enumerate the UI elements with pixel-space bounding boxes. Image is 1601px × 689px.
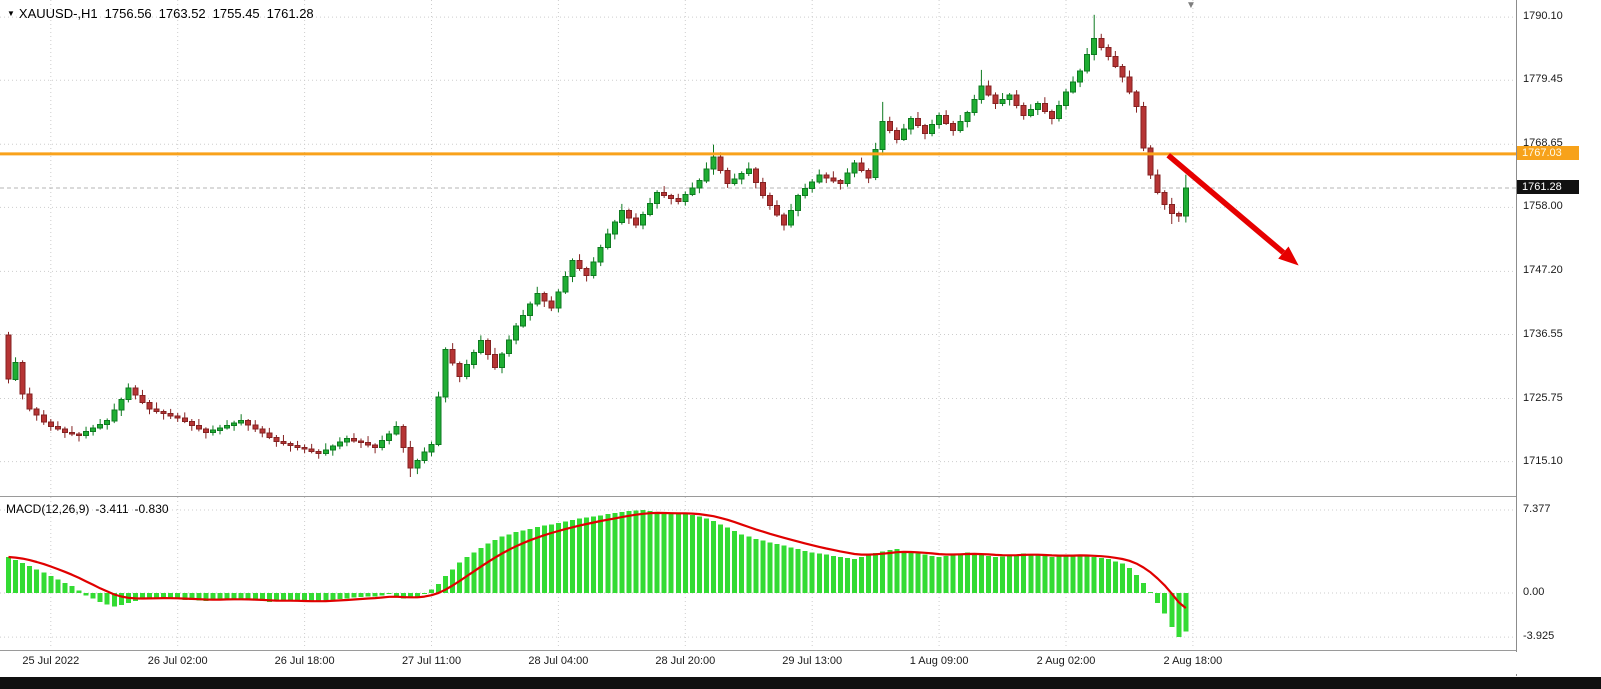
time-tick-label: 2 Aug 02:00 bbox=[1036, 655, 1096, 667]
price-tick-label: 1725.75 bbox=[1523, 391, 1563, 404]
price-tick-label: 1758.00 bbox=[1523, 200, 1563, 213]
macd-name-label: MACD(12,26,9) bbox=[6, 502, 90, 516]
price-tick-label: 1790.10 bbox=[1523, 10, 1563, 23]
open-value: 1756.56 bbox=[104, 6, 152, 21]
time-tick-label: 25 Jul 2022 bbox=[22, 655, 80, 667]
price-tick-label: 1736.55 bbox=[1523, 327, 1563, 340]
time-axis-divider bbox=[0, 650, 1601, 651]
panel-divider[interactable] bbox=[0, 496, 1601, 497]
macd-indicator-chart[interactable] bbox=[0, 497, 1516, 649]
macd-value: -3.411 bbox=[95, 502, 129, 516]
symbol-period-label: XAUUSD-,H1 bbox=[18, 6, 98, 21]
time-tick-label: 26 Jul 02:00 bbox=[147, 655, 208, 667]
time-tick-label: 1 Aug 09:00 bbox=[909, 655, 969, 667]
chart-shift-marker-icon[interactable]: ▼ bbox=[1186, 0, 1196, 11]
time-tick-label: 27 Jul 11:00 bbox=[401, 655, 462, 667]
ohlc-info-bar: ▼ XAUUSD-,H1 1756.56 1763.52 1755.45 1761.28 bbox=[7, 6, 321, 21]
price-tick-label: 1715.10 bbox=[1523, 454, 1563, 467]
macd-tick-label: 0.00 bbox=[1523, 585, 1545, 598]
low-value: 1755.45 bbox=[212, 6, 260, 21]
time-axis[interactable]: 25 Jul 2022 26 Jul 02:00 26 Jul 18:00 27 Ju… bbox=[0, 652, 1601, 674]
price-tick-label: 1747.20 bbox=[1523, 264, 1563, 277]
candlestick-chart[interactable] bbox=[0, 0, 1516, 496]
price-tick-label: 1768.65 bbox=[1523, 137, 1563, 150]
macd-signal-value: -0.830 bbox=[134, 502, 169, 516]
time-tick-label: 28 Jul 20:00 bbox=[655, 655, 716, 667]
time-tick-label: 28 Jul 04:00 bbox=[528, 655, 589, 667]
time-tick-label: 2 Aug 18:00 bbox=[1163, 655, 1223, 667]
macd-info-label: MACD(12,26,9) -3.411 -0.830 bbox=[6, 502, 175, 516]
close-value: 1761.28 bbox=[266, 6, 314, 21]
price-axis[interactable]: 1767.03 1761.28 1790.10 1779.45 1768.65 175… bbox=[1516, 0, 1601, 676]
bid-price-badge: 1761.28 bbox=[1517, 179, 1579, 194]
time-tick-label: 29 Jul 13:00 bbox=[782, 655, 843, 667]
price-tick-label: 1779.45 bbox=[1523, 73, 1563, 86]
price-chart-panel: ▼ XAUUSD-,H1 1756.56 1763.52 1755.45 1761.28 … bbox=[0, 0, 1516, 496]
macd-indicator-panel: MACD(12,26,9) -3.411 -0.830 bbox=[0, 497, 1516, 649]
hline-price-badge: 1767.03 bbox=[1517, 145, 1579, 160]
window-bottom-bar bbox=[0, 677, 1601, 689]
macd-tick-label: -3.925 bbox=[1523, 630, 1555, 643]
high-value: 1763.52 bbox=[158, 6, 206, 21]
time-tick-label: 26 Jul 18:00 bbox=[274, 655, 335, 667]
symbol-marker-icon: ▼ bbox=[7, 9, 15, 18]
macd-tick-label: 7.377 bbox=[1523, 502, 1551, 515]
